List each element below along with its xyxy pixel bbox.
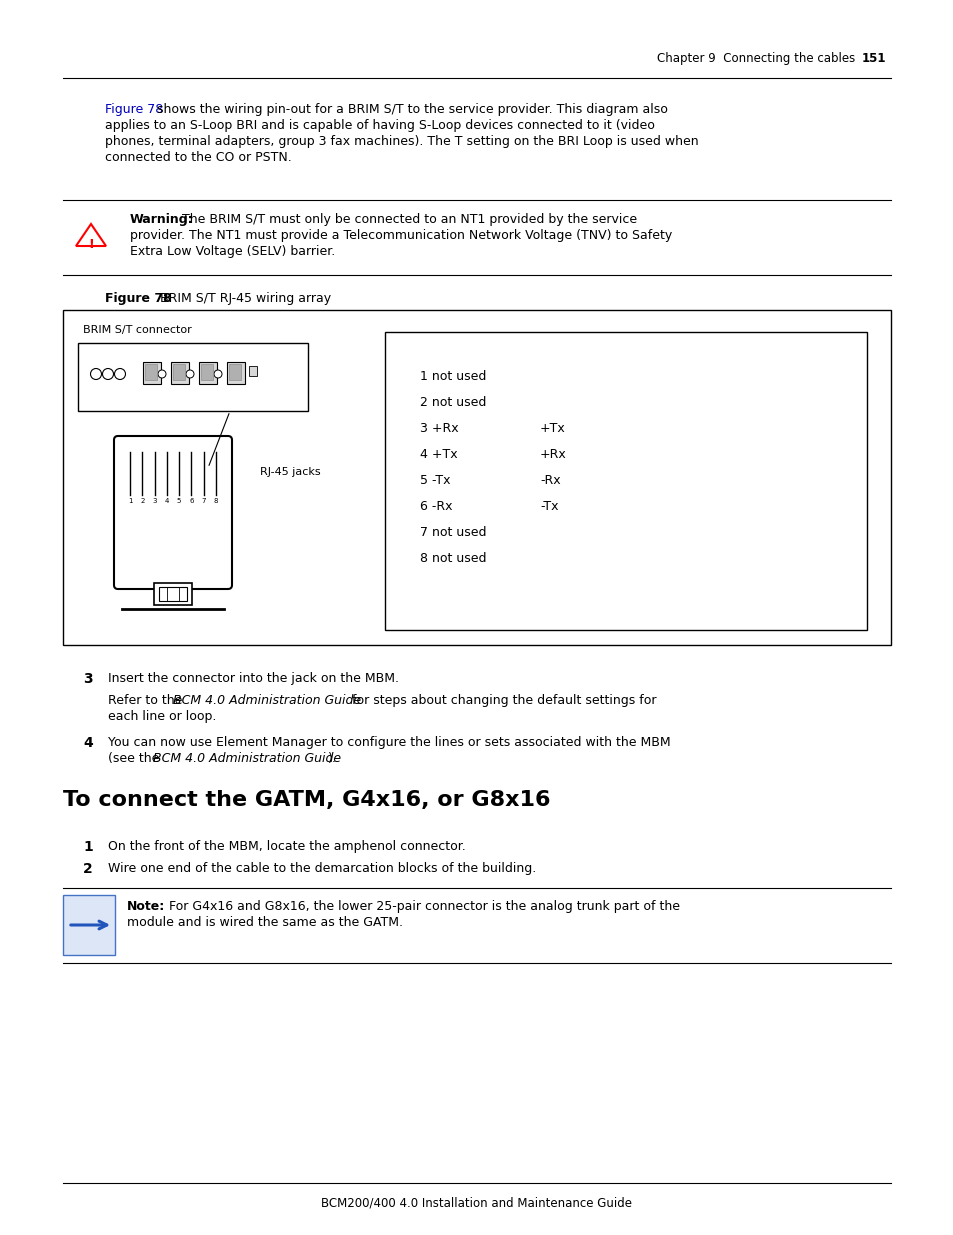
Text: For G4x16 and G8x16, the lower 25-pair connector is the analog trunk part of the: For G4x16 and G8x16, the lower 25-pair c… [165,900,679,913]
Circle shape [102,368,113,379]
Text: BCM 4.0 Administration Guide: BCM 4.0 Administration Guide [172,694,361,706]
Text: phones, terminal adapters, group 3 fax machines). The T setting on the BRI Loop : phones, terminal adapters, group 3 fax m… [105,135,698,148]
Text: 5 -Tx: 5 -Tx [419,474,450,487]
Bar [143,362,161,384]
Text: 6 -Rx: 6 -Rx [419,500,452,513]
Text: 8 not used: 8 not used [419,552,486,564]
Text: 151: 151 [861,52,885,65]
Text: -Tx: -Tx [539,500,558,513]
Text: 4: 4 [83,736,92,750]
Text: +Tx: +Tx [539,422,565,435]
Text: 2 not used: 2 not used [419,396,486,409]
Text: (see the: (see the [108,752,163,764]
Bar [145,364,157,380]
Bar [172,364,185,380]
Text: Insert the connector into the jack on the MBM.: Insert the connector into the jack on th… [108,672,398,685]
Text: BRIM S/T RJ-45 wiring array: BRIM S/T RJ-45 wiring array [148,291,331,305]
Text: 3: 3 [83,672,92,685]
Text: Chapter 9  Connecting the cables: Chapter 9 Connecting the cables [656,52,854,65]
Text: connected to the CO or PSTN.: connected to the CO or PSTN. [105,151,292,164]
Text: BCM 4.0 Administration Guide: BCM 4.0 Administration Guide [152,752,341,764]
Bar [227,362,245,384]
Text: BCM200/400 4.0 Installation and Maintenance Guide: BCM200/400 4.0 Installation and Maintena… [321,1195,632,1209]
Bar [249,366,256,375]
Text: Extra Low Voltage (SELV) barrier.: Extra Low Voltage (SELV) barrier. [130,245,335,258]
Text: 1: 1 [128,498,132,504]
Text: Wire one end of the cable to the demarcation blocks of the building.: Wire one end of the cable to the demarca… [108,862,536,876]
Bar [171,362,189,384]
Text: shows the wiring pin-out for a BRIM S/T to the service provider. This diagram al: shows the wiring pin-out for a BRIM S/T … [157,103,667,116]
Text: RJ-45 jacks: RJ-45 jacks [260,467,320,477]
Circle shape [114,368,126,379]
Circle shape [186,370,193,378]
Text: 7: 7 [201,498,206,504]
Text: To connect the GATM, G4x16, or G8x16: To connect the GATM, G4x16, or G8x16 [63,790,550,810]
Text: module and is wired the same as the GATM.: module and is wired the same as the GATM… [127,916,402,929]
Bar [385,332,866,630]
Text: 4 +Tx: 4 +Tx [419,448,457,461]
Text: Figure 78: Figure 78 [105,103,163,116]
Text: Warning:: Warning: [130,212,193,226]
Bar [63,895,115,955]
Text: !: ! [88,238,93,252]
Circle shape [213,370,222,378]
Bar [201,364,213,380]
Text: -Rx: -Rx [539,474,560,487]
Circle shape [158,370,166,378]
Text: applies to an S-Loop BRI and is capable of having S-Loop devices connected to it: applies to an S-Loop BRI and is capable … [105,119,654,132]
Text: The BRIM S/T must only be connected to an NT1 provided by the service: The BRIM S/T must only be connected to a… [178,212,637,226]
FancyBboxPatch shape [113,436,232,589]
Circle shape [91,368,101,379]
Text: 8: 8 [213,498,218,504]
Text: Note:: Note: [127,900,165,913]
Bar [199,362,216,384]
Text: ).: ). [328,752,336,764]
Text: On the front of the MBM, locate the amphenol connector.: On the front of the MBM, locate the amph… [108,840,465,853]
Text: 6: 6 [189,498,193,504]
Text: 3: 3 [152,498,156,504]
Text: 2: 2 [83,862,92,876]
Text: 3 +Rx: 3 +Rx [419,422,458,435]
Text: You can now use Element Manager to configure the lines or sets associated with t: You can now use Element Manager to confi… [108,736,670,748]
Text: each line or loop.: each line or loop. [108,710,216,722]
Bar [78,343,308,411]
Text: provider. The NT1 must provide a Telecommunication Network Voltage (TNV) to Safe: provider. The NT1 must provide a Telecom… [130,228,672,242]
Text: Figure 78: Figure 78 [105,291,172,305]
Text: 1: 1 [83,840,92,853]
Text: 1 not used: 1 not used [419,370,486,383]
Bar [63,310,890,645]
Text: Refer to the: Refer to the [108,694,186,706]
Text: 4: 4 [165,498,169,504]
Text: 2: 2 [140,498,144,504]
Text: BRIM S/T connector: BRIM S/T connector [83,325,192,335]
Text: 5: 5 [176,498,181,504]
Text: for steps about changing the default settings for: for steps about changing the default set… [348,694,656,706]
Text: 7 not used: 7 not used [419,526,486,538]
Bar [229,364,241,380]
Text: +Rx: +Rx [539,448,566,461]
Bar [158,587,187,601]
Bar [153,583,193,605]
